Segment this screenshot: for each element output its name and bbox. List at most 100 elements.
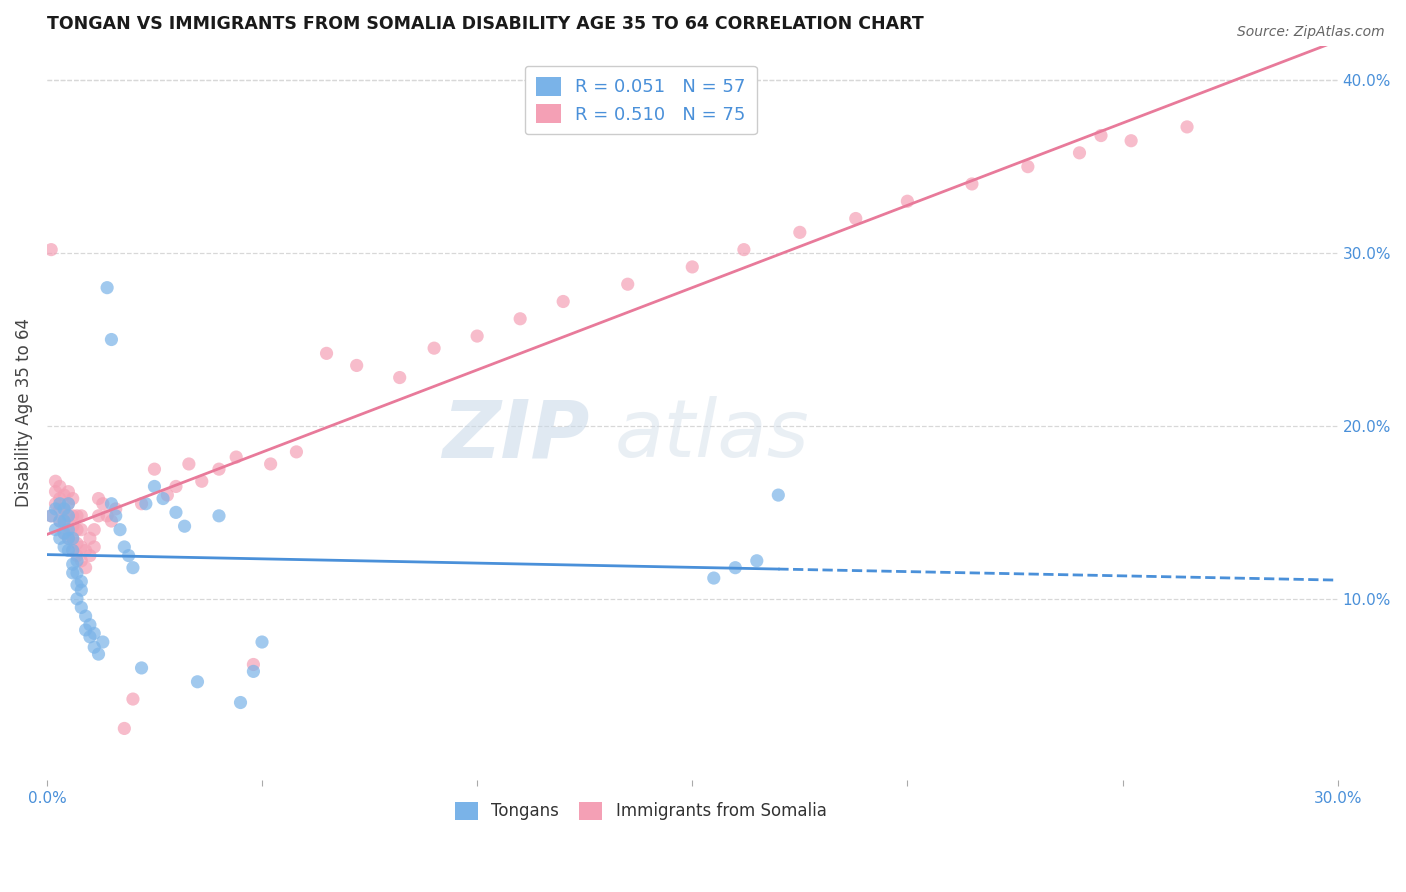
Point	[62, 558, 84, 572]
Point	[83, 540, 105, 554]
Point	[58, 543, 80, 558]
Point	[1090, 128, 1112, 143]
Point	[62, 531, 84, 545]
Point	[96, 508, 118, 523]
Point	[83, 523, 105, 537]
Point	[1017, 160, 1039, 174]
Point	[96, 280, 118, 294]
Point	[79, 549, 101, 563]
Point	[66, 554, 89, 568]
Point	[49, 531, 72, 545]
Point	[143, 462, 166, 476]
Text: Source: ZipAtlas.com: Source: ZipAtlas.com	[1237, 25, 1385, 39]
Point	[44, 502, 66, 516]
Point	[53, 526, 76, 541]
Point	[58, 531, 80, 545]
Point	[285, 445, 308, 459]
Point	[53, 514, 76, 528]
Point	[75, 609, 97, 624]
Point	[66, 523, 89, 537]
Point	[75, 623, 97, 637]
Point	[62, 566, 84, 580]
Point	[49, 502, 72, 516]
Point	[70, 508, 93, 523]
Point	[1175, 120, 1198, 134]
Point	[66, 508, 89, 523]
Text: atlas: atlas	[614, 396, 810, 474]
Point	[131, 661, 153, 675]
Point	[79, 630, 101, 644]
Point	[62, 491, 84, 506]
Point	[152, 491, 174, 506]
Point	[122, 692, 145, 706]
Point	[66, 566, 89, 580]
Point	[845, 211, 868, 226]
Point	[66, 578, 89, 592]
Legend: Tongans, Immigrants from Somalia: Tongans, Immigrants from Somalia	[449, 795, 834, 827]
Point	[156, 488, 179, 502]
Text: ZIP: ZIP	[441, 396, 589, 474]
Point	[225, 450, 247, 464]
Point	[703, 571, 725, 585]
Point	[186, 674, 208, 689]
Point	[91, 635, 114, 649]
Point	[100, 497, 122, 511]
Point	[143, 479, 166, 493]
Point	[62, 508, 84, 523]
Point	[173, 519, 195, 533]
Point	[70, 583, 93, 598]
Point	[229, 696, 252, 710]
Point	[117, 549, 139, 563]
Point	[242, 657, 264, 672]
Point	[62, 543, 84, 558]
Point	[53, 502, 76, 516]
Point	[58, 519, 80, 533]
Point	[423, 341, 446, 355]
Point	[108, 523, 131, 537]
Point	[44, 484, 66, 499]
Point	[53, 540, 76, 554]
Point	[44, 497, 66, 511]
Point	[75, 560, 97, 574]
Point	[49, 514, 72, 528]
Point	[79, 531, 101, 545]
Point	[39, 508, 62, 523]
Point	[49, 479, 72, 493]
Point	[58, 497, 80, 511]
Point	[39, 508, 62, 523]
Point	[70, 540, 93, 554]
Point	[191, 475, 214, 489]
Point	[70, 554, 93, 568]
Text: TONGAN VS IMMIGRANTS FROM SOMALIA DISABILITY AGE 35 TO 64 CORRELATION CHART: TONGAN VS IMMIGRANTS FROM SOMALIA DISABI…	[46, 15, 924, 33]
Point	[1119, 134, 1142, 148]
Point	[87, 491, 110, 506]
Point	[208, 462, 231, 476]
Point	[87, 647, 110, 661]
Y-axis label: Disability Age 35 to 64: Disability Age 35 to 64	[15, 318, 32, 508]
Point	[87, 508, 110, 523]
Point	[165, 505, 187, 519]
Point	[53, 502, 76, 516]
Point	[53, 514, 76, 528]
Point	[53, 488, 76, 502]
Point	[165, 479, 187, 493]
Point	[681, 260, 703, 274]
Point	[49, 497, 72, 511]
Point	[66, 536, 89, 550]
Point	[465, 329, 488, 343]
Point	[75, 543, 97, 558]
Point	[53, 526, 76, 541]
Point	[100, 333, 122, 347]
Point	[122, 560, 145, 574]
Point	[104, 508, 127, 523]
Point	[39, 243, 62, 257]
Point	[112, 540, 135, 554]
Point	[733, 243, 755, 257]
Point	[49, 514, 72, 528]
Point	[250, 635, 273, 649]
Point	[79, 617, 101, 632]
Point	[346, 359, 368, 373]
Point	[208, 508, 231, 523]
Point	[104, 502, 127, 516]
Point	[70, 523, 93, 537]
